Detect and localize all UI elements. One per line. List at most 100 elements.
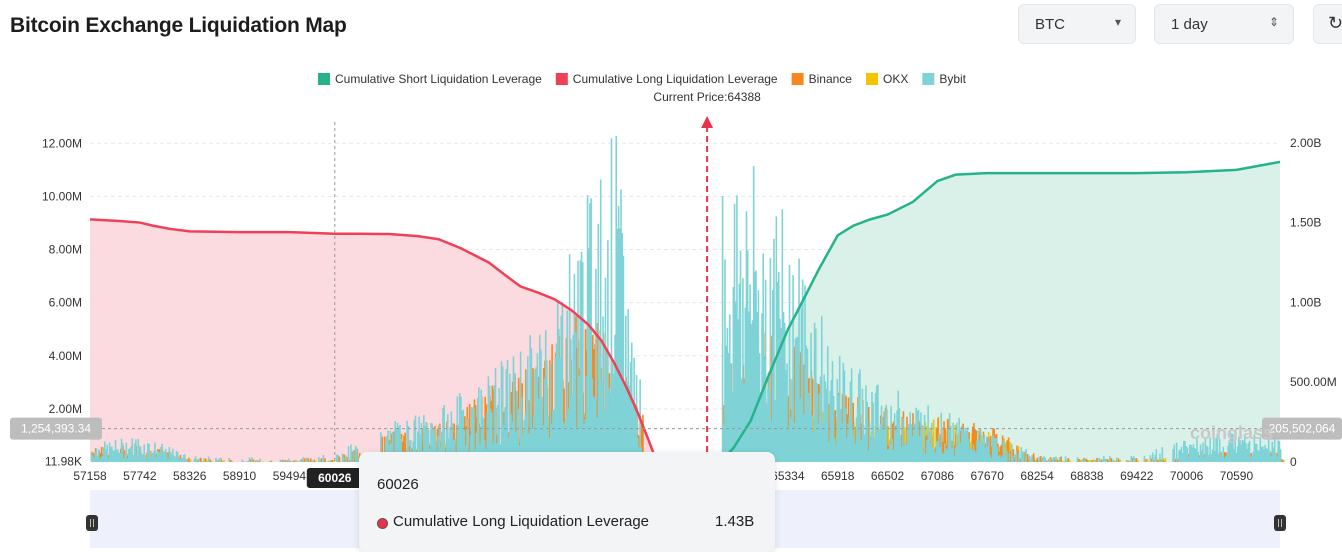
bybit-bar bbox=[169, 451, 172, 462]
bybit-bar bbox=[352, 450, 355, 462]
bybit-bar bbox=[1271, 441, 1274, 462]
bybit-bar bbox=[1199, 444, 1202, 462]
bybit-bar bbox=[1021, 451, 1024, 462]
bybit-bar bbox=[597, 223, 600, 462]
bybit-bar bbox=[443, 405, 445, 462]
bybit-bar bbox=[619, 228, 621, 462]
bybit-bar bbox=[927, 405, 929, 462]
bybit-bar bbox=[1196, 438, 1198, 462]
bybit-bar bbox=[488, 385, 491, 462]
bybit-bar bbox=[1055, 456, 1057, 462]
bybit-bar bbox=[762, 253, 765, 462]
legend-swatch[interactable] bbox=[555, 73, 568, 85]
bybit-bar bbox=[107, 457, 110, 462]
binance-bar bbox=[1060, 456, 1062, 462]
bybit-bar bbox=[895, 430, 897, 462]
bybit-bar bbox=[795, 337, 798, 462]
bybit-bar bbox=[1031, 455, 1033, 462]
refresh-button[interactable]: ↻ bbox=[1313, 4, 1342, 44]
bybit-bar bbox=[960, 426, 963, 462]
bybit-bar bbox=[507, 437, 510, 462]
binance-bar bbox=[289, 461, 292, 462]
bybit-bar bbox=[923, 414, 926, 462]
bybit-bar bbox=[445, 429, 448, 462]
bybit-bar bbox=[742, 278, 744, 462]
bybit-bar bbox=[856, 405, 859, 462]
bybit-bar bbox=[1276, 457, 1278, 462]
bybit-bar bbox=[380, 432, 382, 462]
bybit-bar bbox=[543, 378, 546, 462]
left-axis-tick: 4.00M bbox=[49, 349, 82, 363]
bybit-bar bbox=[268, 461, 271, 462]
binance-bar bbox=[1086, 460, 1089, 462]
legend-swatch[interactable] bbox=[865, 73, 878, 85]
bybit-bar bbox=[621, 233, 624, 462]
bybit-bar bbox=[953, 455, 956, 462]
zoom-handle-right[interactable] bbox=[1274, 515, 1286, 531]
legend-swatch[interactable] bbox=[318, 73, 330, 85]
bybit-bar bbox=[1272, 447, 1275, 462]
bybit-bar bbox=[880, 405, 883, 462]
bybit-bar bbox=[466, 429, 468, 462]
legend-label[interactable]: Binance bbox=[809, 72, 853, 86]
bybit-bar bbox=[501, 366, 504, 462]
bybit-bar bbox=[576, 427, 578, 462]
bybit-bar bbox=[394, 421, 396, 462]
binance-bar bbox=[1106, 459, 1109, 462]
bybit-bar bbox=[497, 405, 499, 462]
bybit-bar bbox=[321, 460, 324, 462]
bybit-bar bbox=[1253, 434, 1256, 462]
bybit-bar bbox=[896, 410, 898, 462]
range-select[interactable]: 1 day ⇕ bbox=[1154, 4, 1294, 44]
bybit-bar bbox=[580, 251, 583, 462]
bybit-bar bbox=[789, 417, 792, 462]
bybit-bar bbox=[113, 450, 116, 462]
bybit-bar bbox=[1015, 451, 1018, 462]
zoom-handle-left[interactable] bbox=[86, 515, 98, 531]
bybit-bar bbox=[548, 437, 551, 462]
bybit-bar bbox=[540, 349, 542, 462]
bybit-bar bbox=[587, 248, 590, 462]
bybit-bar bbox=[181, 458, 184, 462]
coin-select[interactable]: BTC ▾ bbox=[1018, 4, 1136, 44]
bybit-bar bbox=[565, 414, 567, 462]
bybit-bar bbox=[241, 459, 244, 462]
legend-swatch[interactable] bbox=[791, 73, 804, 85]
binance-bar bbox=[209, 459, 212, 462]
bybit-bar bbox=[903, 445, 906, 462]
bybit-bar bbox=[921, 425, 923, 462]
legend-label[interactable]: Bybit bbox=[939, 72, 966, 86]
bybit-bar bbox=[967, 439, 970, 462]
bybit-bar bbox=[341, 453, 344, 462]
bybit-bar bbox=[427, 429, 430, 462]
bybit-bar bbox=[511, 421, 514, 462]
bybit-bar bbox=[727, 353, 730, 462]
bybit-bar bbox=[498, 388, 500, 462]
bybit-bar bbox=[311, 460, 314, 462]
bybit-bar bbox=[1232, 433, 1234, 462]
bybit-bar bbox=[774, 400, 776, 462]
bybit-bar bbox=[590, 198, 592, 462]
bybit-bar bbox=[1216, 434, 1219, 462]
bybit-bar bbox=[793, 423, 796, 462]
bybit-bar bbox=[158, 452, 161, 462]
legend-label[interactable]: Cumulative Long Liquidation Leverage bbox=[573, 72, 778, 86]
bybit-bar bbox=[1081, 459, 1084, 462]
bybit-bar bbox=[994, 438, 996, 462]
legend-label[interactable]: OKX bbox=[883, 72, 908, 86]
bybit-bar bbox=[1172, 449, 1174, 462]
binance-bar bbox=[303, 458, 306, 462]
legend-swatch[interactable] bbox=[922, 73, 935, 85]
bybit-bar bbox=[863, 434, 866, 462]
okx-bar bbox=[1137, 460, 1139, 462]
bybit-bar bbox=[94, 452, 97, 462]
bybit-bar bbox=[319, 459, 321, 462]
bybit-bar bbox=[454, 438, 456, 462]
bybit-bar bbox=[1223, 457, 1226, 462]
bybit-bar bbox=[1224, 455, 1227, 462]
bybit-bar bbox=[1212, 435, 1215, 462]
bybit-bar bbox=[1205, 445, 1208, 462]
bybit-bar bbox=[1186, 447, 1189, 462]
legend-label[interactable]: Cumulative Short Liquidation Leverage bbox=[335, 72, 542, 86]
